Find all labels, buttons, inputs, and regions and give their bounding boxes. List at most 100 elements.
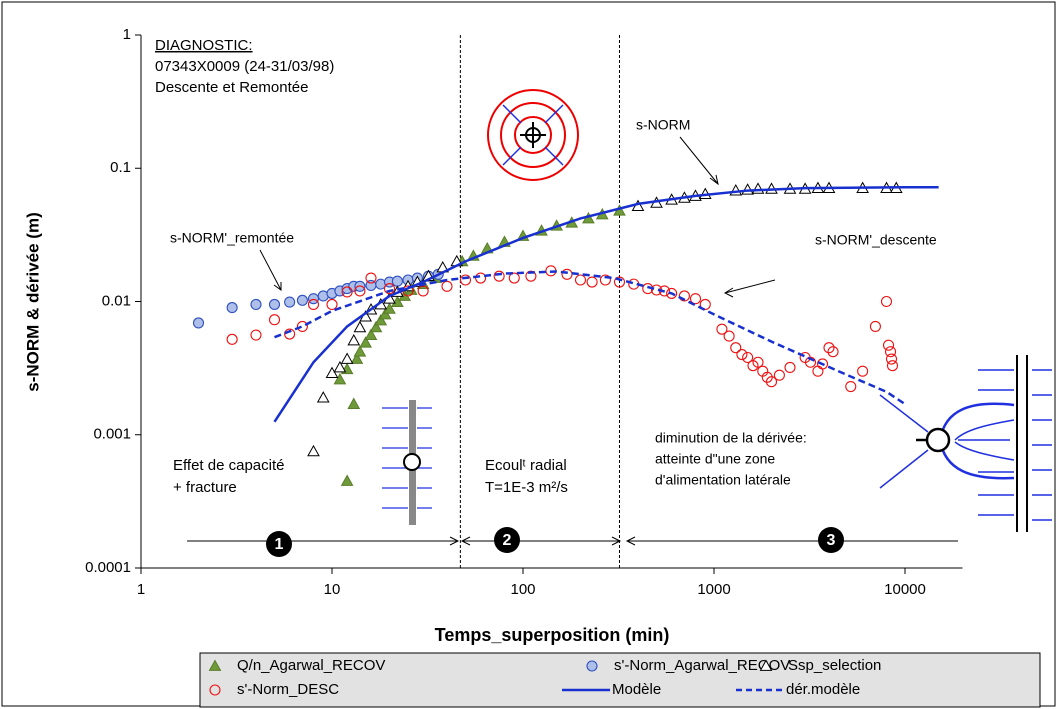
phase-badge [494, 527, 520, 553]
data-point [325, 366, 339, 379]
data-point [364, 328, 378, 340]
data-point [723, 330, 735, 342]
annotation: + fracture [173, 479, 237, 496]
annotation: Ecoulᵗ radial [485, 457, 567, 474]
legend-label: Q/n_Agarwal_RECOV [237, 657, 385, 674]
y-axis-label: s-NORM & dérivée (m) [23, 212, 42, 391]
data-point [296, 320, 308, 332]
data-point [816, 358, 829, 370]
data-point [316, 391, 330, 403]
data-point [268, 298, 281, 311]
x-tick-label: 1000 [697, 581, 730, 598]
fracture-icon [382, 400, 432, 525]
phase-badge [818, 527, 844, 553]
annotation: Effet de capacité [173, 457, 284, 474]
data-point [827, 346, 839, 358]
data-point [613, 276, 626, 288]
model-line [273, 186, 939, 423]
data-point [296, 294, 308, 306]
data-point [284, 328, 296, 340]
legend-box [199, 652, 1041, 708]
annotation: DIAGNOSTIC: [155, 37, 253, 54]
annotation: s-NORM [636, 117, 690, 133]
data-point [226, 333, 238, 345]
x-tick-label: 10 [324, 581, 341, 598]
y-tick-label: 0.001 [93, 426, 131, 443]
data-point [765, 376, 778, 388]
legend-label: Modèle [612, 681, 661, 698]
data-point [857, 365, 869, 377]
data-point [882, 339, 895, 351]
data-point [347, 397, 361, 409]
phase-number: 2 [503, 532, 512, 549]
data-point [493, 270, 505, 282]
x-tick-label: 100 [510, 581, 535, 598]
annotation: Descente et Remontée [155, 79, 308, 96]
data-point [784, 361, 796, 373]
legend-marker [208, 659, 222, 671]
legend-label: dér.modèle [786, 681, 860, 698]
legend-marker [586, 660, 598, 672]
annotation: atteinte d"une zone [655, 451, 775, 467]
phase-number: 3 [827, 532, 836, 549]
data-point [689, 293, 702, 305]
x-tick-label: 1 [137, 581, 145, 598]
data-point [441, 280, 453, 292]
data-point [347, 333, 361, 346]
data-point [885, 353, 898, 365]
data-point [250, 329, 262, 341]
x-tick-label: 10000 [884, 581, 926, 598]
legend-marker [759, 659, 773, 671]
phase-badge [266, 531, 292, 557]
data-point [599, 274, 611, 286]
background-layer: 0.0001 0.001 0.01 0.1 1 1 10 100 1000 10000 [85, 26, 963, 598]
data-point [307, 298, 320, 311]
recharge-icon [879, 355, 1052, 532]
data-point [804, 356, 817, 368]
data-point [884, 346, 897, 358]
data-point [284, 296, 296, 308]
y-tick-label: 0.0001 [85, 559, 131, 576]
data-point [333, 360, 347, 373]
data-point [586, 276, 598, 288]
y-tick-label: 1 [123, 26, 131, 43]
phase-number: 1 [275, 536, 284, 553]
data-point [736, 348, 748, 361]
data-point [886, 360, 899, 372]
data-point [340, 474, 354, 486]
data-point [354, 285, 366, 297]
data-point [369, 320, 383, 333]
annotation: d'alimentation latérale [655, 472, 791, 488]
data-point [365, 272, 377, 284]
data-point [307, 444, 320, 457]
x-axis-label: Temps_superposition (min) [435, 625, 670, 645]
data-point [192, 317, 205, 329]
data-point [699, 298, 711, 311]
data-point [226, 302, 238, 314]
legend-marker [209, 684, 221, 696]
data-point [417, 285, 429, 297]
data-point [350, 352, 364, 364]
data-point [268, 314, 281, 326]
data-point [383, 302, 396, 314]
data-point [459, 274, 472, 286]
y-tick-label: 0.01 [102, 292, 131, 309]
data-point [742, 351, 754, 364]
data-point [391, 275, 403, 287]
annotation: diminution de la dérivée: [655, 430, 807, 446]
data-point [341, 286, 353, 298]
data-point [752, 356, 764, 368]
data-point [378, 307, 392, 320]
data-point [374, 313, 388, 326]
data-point [353, 345, 367, 357]
data-point [307, 293, 320, 305]
data-point [333, 372, 347, 385]
data-point [773, 369, 785, 381]
data-point [730, 342, 742, 354]
data-point [353, 320, 367, 333]
y-tick-label: 0.1 [110, 159, 131, 176]
annotation: s-NORM'_remontée [170, 230, 294, 246]
data-point [716, 323, 728, 335]
data-point [845, 380, 857, 393]
data-point [880, 295, 893, 308]
